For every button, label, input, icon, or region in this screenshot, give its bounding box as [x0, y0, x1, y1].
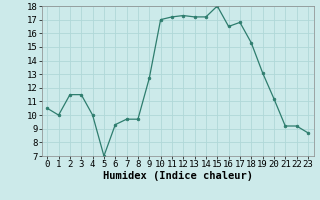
X-axis label: Humidex (Indice chaleur): Humidex (Indice chaleur)	[103, 171, 252, 181]
